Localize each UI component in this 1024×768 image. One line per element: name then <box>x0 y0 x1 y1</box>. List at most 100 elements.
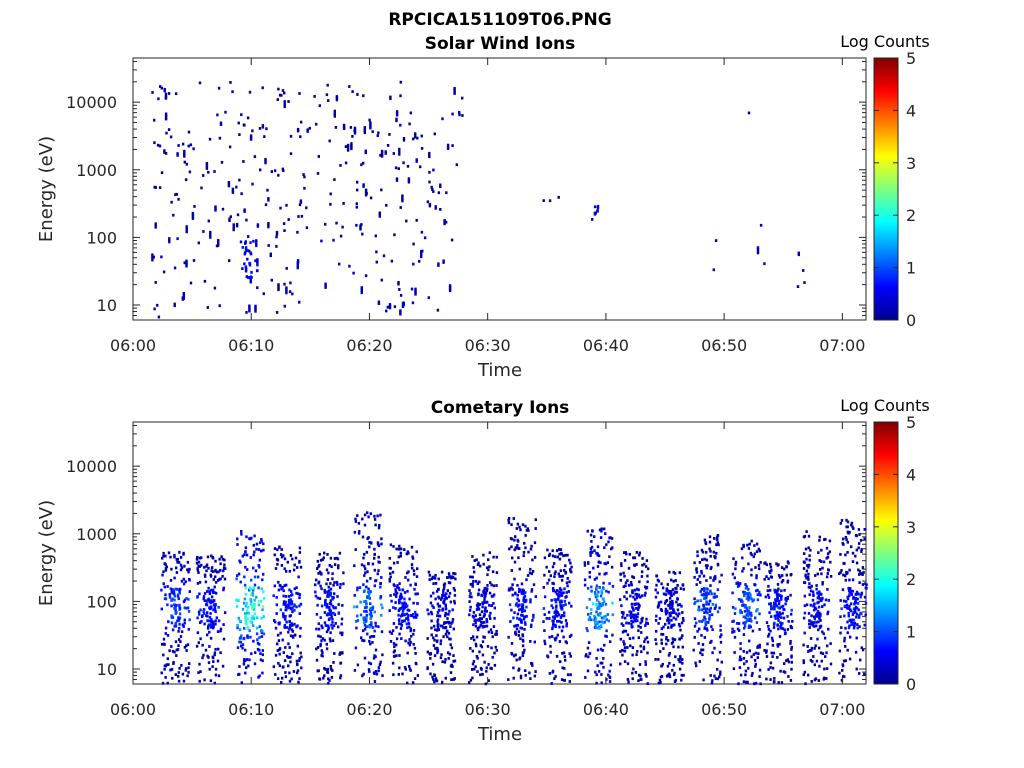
count-cell <box>822 560 826 564</box>
count-cell <box>767 632 771 636</box>
count-cell <box>248 586 252 590</box>
count-cell <box>437 264 440 267</box>
count-cell <box>631 677 634 681</box>
count-cell <box>453 677 456 680</box>
count-cell <box>513 548 516 552</box>
count-cell <box>848 624 851 628</box>
count-cell <box>513 624 516 628</box>
count-cell <box>639 595 642 599</box>
count-cell <box>197 564 200 568</box>
count-cell <box>436 649 439 653</box>
count-cell <box>367 590 370 594</box>
count-cell <box>519 674 523 678</box>
count-cell <box>524 673 527 677</box>
count-cell <box>364 609 367 613</box>
count-cell <box>168 240 171 244</box>
count-cell <box>568 601 571 605</box>
count-cell <box>209 230 212 234</box>
count-cell <box>203 678 206 682</box>
count-cell <box>297 575 300 579</box>
count-cell <box>718 606 721 610</box>
count-cell <box>209 607 212 611</box>
count-cell <box>750 674 754 677</box>
count-cell <box>607 590 610 594</box>
count-cell <box>167 92 171 95</box>
count-cell <box>435 634 438 637</box>
count-cell <box>294 556 298 560</box>
count-cell <box>236 623 239 627</box>
count-cell <box>770 605 773 608</box>
count-cell <box>161 642 164 646</box>
count-cell <box>558 557 562 561</box>
count-cell <box>754 681 758 685</box>
count-cell <box>522 598 525 602</box>
count-cell <box>695 568 698 572</box>
count-cell <box>275 235 278 239</box>
count-cell <box>818 597 821 600</box>
count-cell <box>426 637 429 640</box>
count-cell <box>596 545 600 549</box>
count-cell <box>671 640 675 644</box>
count-cell <box>399 614 403 618</box>
count-cell <box>705 558 708 562</box>
count-cell <box>379 585 382 589</box>
count-cell <box>640 575 644 578</box>
count-cell <box>288 627 291 631</box>
count-cell <box>348 264 351 268</box>
count-cell <box>781 611 784 615</box>
count-cell <box>710 625 713 628</box>
count-cell <box>291 292 294 296</box>
count-cell <box>623 551 626 554</box>
count-cell <box>815 659 819 663</box>
count-cell <box>851 560 855 563</box>
count-cell <box>484 606 487 610</box>
count-cell <box>264 158 267 161</box>
count-cell <box>428 180 431 184</box>
count-cell <box>398 588 401 592</box>
count-cell <box>259 168 262 172</box>
count-cell <box>174 621 178 625</box>
count-cell <box>303 175 306 179</box>
count-cell <box>489 611 492 615</box>
count-cell <box>204 580 208 584</box>
count-cell <box>671 604 674 608</box>
count-cell <box>855 606 859 610</box>
count-cell <box>168 649 171 653</box>
count-cell <box>296 127 300 131</box>
count-cell <box>261 124 265 127</box>
count-cell <box>448 287 452 291</box>
count-cell <box>240 644 243 648</box>
count-cell <box>332 596 335 600</box>
count-cell <box>416 136 419 140</box>
count-cell <box>214 667 218 671</box>
count-cell <box>444 621 448 624</box>
count-cell <box>282 589 285 593</box>
count-cell <box>441 660 444 664</box>
count-cell <box>703 636 706 639</box>
count-cell <box>472 580 475 583</box>
count-cell <box>627 621 631 625</box>
count-cell <box>854 598 857 602</box>
count-cell <box>855 667 858 671</box>
count-cell <box>453 88 456 92</box>
count-cell <box>328 617 331 621</box>
count-cell <box>566 553 569 557</box>
count-cell <box>507 518 510 522</box>
count-cell <box>238 619 242 623</box>
count-cell <box>851 525 854 529</box>
count-cell <box>516 593 519 597</box>
count-cell <box>243 262 246 266</box>
count-cell <box>477 593 480 597</box>
count-cell <box>680 673 683 677</box>
count-cell <box>201 643 204 647</box>
count-cell <box>555 598 558 601</box>
count-cell <box>244 550 247 553</box>
count-cell <box>291 606 294 610</box>
count-cell <box>378 213 381 216</box>
count-cell <box>373 629 376 633</box>
count-cell <box>846 620 849 624</box>
count-cell <box>775 562 778 566</box>
count-cell <box>605 629 608 633</box>
count-cell <box>353 605 356 609</box>
count-cell <box>608 669 611 673</box>
